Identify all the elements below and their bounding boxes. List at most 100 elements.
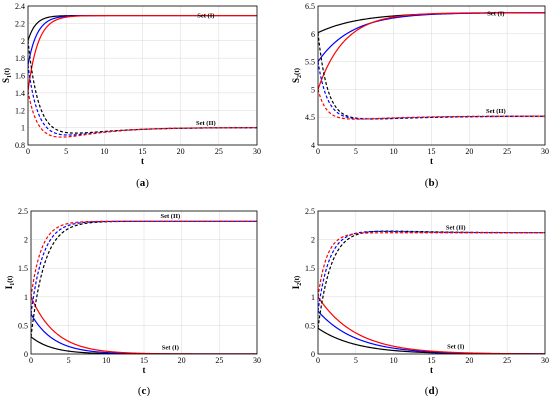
annotation-label: Set (II) (446, 224, 466, 231)
x-tick-label: 5 (354, 147, 358, 156)
x-tick-label: 0 (316, 147, 320, 156)
y-axis-label-arg: (t) (293, 275, 301, 283)
x-axis-label: t (430, 365, 433, 375)
y-tick-label: 0 (24, 350, 28, 359)
caption-open: ( (138, 385, 142, 397)
series-line-set-ii-5 (28, 91, 257, 138)
y-tick-label: 0.5 (305, 321, 315, 330)
y-tick-label: 0 (311, 350, 315, 359)
series-line-set-i-2 (28, 14, 257, 92)
plot-frame (30, 210, 258, 355)
x-tick-label: 15 (428, 356, 436, 365)
y-tick-label: 2 (311, 236, 315, 245)
annotation-label: Set (II) (486, 108, 506, 115)
x-tick-label: 5 (354, 356, 358, 365)
y-axis-label-main: I (291, 285, 301, 289)
panel-caption: (a) (136, 177, 149, 189)
caption-close: ) (435, 385, 439, 397)
y-tick-label: 2.2 (15, 19, 25, 28)
y-axis-label: S2(t) (291, 67, 303, 83)
x-tick-label: 25 (503, 147, 511, 156)
caption-letter: d (428, 385, 434, 397)
y-axis-label-arg: (t) (6, 275, 14, 283)
y-tick-label: 1.2 (15, 106, 25, 115)
y-tick-label: 1.5 (18, 264, 28, 273)
x-axis-label: t (430, 156, 433, 166)
y-tick-label: 2.5 (18, 207, 28, 216)
y-tick-label: 1 (24, 293, 28, 302)
y-axis-label: I1(t) (4, 275, 16, 289)
y-axis-label-sub: 1 (10, 283, 16, 286)
caption-open: ( (425, 385, 429, 397)
y-tick-label: 0.8 (15, 141, 25, 150)
x-tick-label: 20 (465, 356, 473, 365)
y-axis-label-arg: (t) (293, 67, 301, 75)
x-tick-label: 5 (64, 147, 68, 156)
panel-caption: (b) (425, 177, 439, 189)
chart-panel-a: 0 5 10 15 20 25 30 0.8 1 1.2 1.4 1.6 1.8 2 2.2 2.4 Set (… (1, 2, 261, 189)
x-tick-label: 15 (140, 356, 148, 365)
chart-panel-c: 0 5 10 15 20 25 30 0 0.5 1 1.5 2 2.5 Set (II) Set (I) t… (4, 207, 261, 397)
annotation-label: Set (I) (162, 344, 179, 351)
y-axis-label-main: S (1, 78, 11, 83)
chart-panel-b: 0 5 10 15 20 25 30 4 4.5 5 5.5 6 6.5 Set (I) Set (II) t… (291, 2, 549, 189)
panel-caption: (d) (425, 385, 439, 397)
caption-close: ) (146, 385, 150, 397)
plot-frame (317, 210, 546, 355)
y-tick-label: 4 (311, 141, 315, 150)
caption-open: ( (425, 177, 429, 189)
y-axis-label-main: I (4, 285, 14, 289)
y-tick-label: 2.5 (305, 207, 315, 216)
x-axis-label: t (141, 156, 144, 166)
caption-letter: b (428, 177, 434, 189)
y-tick-label: 5 (311, 85, 315, 94)
x-tick-label: 20 (465, 147, 473, 156)
y-axis-label-sub: 1 (7, 75, 13, 78)
y-tick-label: 4.5 (305, 113, 315, 122)
plot-frame (317, 5, 546, 146)
x-tick-label: 20 (178, 356, 186, 365)
y-tick-label: 1 (21, 124, 25, 133)
series-line-set-ii-3 (28, 40, 257, 134)
x-tick-label: 10 (390, 147, 398, 156)
caption-letter: a (140, 177, 146, 189)
x-tick-label: 25 (215, 356, 223, 365)
y-tick-label: 1.5 (305, 264, 315, 273)
y-tick-label: 1.6 (15, 72, 25, 81)
annotation-label: Set (I) (447, 343, 464, 350)
annotation-label: Set (II) (161, 213, 181, 220)
annotation-label: Set (II) (196, 120, 216, 127)
series-line-set-ii-4 (31, 220, 257, 315)
y-axis-label-main: S (291, 78, 301, 83)
x-tick-label: 20 (177, 147, 185, 156)
x-tick-label: 30 (541, 147, 549, 156)
x-tick-label: 15 (428, 147, 436, 156)
y-tick-label: 5.5 (305, 58, 315, 67)
series-line-set-ii-5 (318, 232, 545, 297)
x-tick-label: 25 (503, 356, 511, 365)
chart-panel-d: 0 5 10 15 20 25 30 0 0.5 1 1.5 2 2.5 Set (II) Set (I) t… (291, 207, 549, 397)
x-tick-label: 25 (215, 147, 223, 156)
caption-close: ) (145, 177, 149, 189)
x-tick-label: 15 (139, 147, 147, 156)
caption-letter: c (142, 385, 147, 397)
caption-close: ) (435, 177, 439, 189)
y-tick-label: 2 (24, 236, 28, 245)
x-tick-label: 0 (29, 356, 33, 365)
y-tick-label: 2.4 (15, 2, 25, 11)
x-tick-label: 0 (316, 356, 320, 365)
annotation-label: Set (I) (487, 10, 504, 17)
y-tick-label: 1.4 (15, 89, 25, 98)
x-tick-label: 0 (26, 147, 30, 156)
y-tick-label: 0.5 (18, 321, 28, 330)
x-tick-label: 10 (390, 356, 398, 365)
y-axis-label-arg: (t) (3, 67, 11, 75)
x-tick-label: 30 (253, 356, 261, 365)
y-tick-label: 1 (311, 293, 315, 302)
plot-frame (27, 5, 258, 146)
y-tick-label: 2 (21, 37, 25, 46)
x-tick-label: 10 (100, 147, 108, 156)
caption-open: ( (136, 177, 140, 189)
y-axis-label: S1(t) (1, 67, 13, 83)
